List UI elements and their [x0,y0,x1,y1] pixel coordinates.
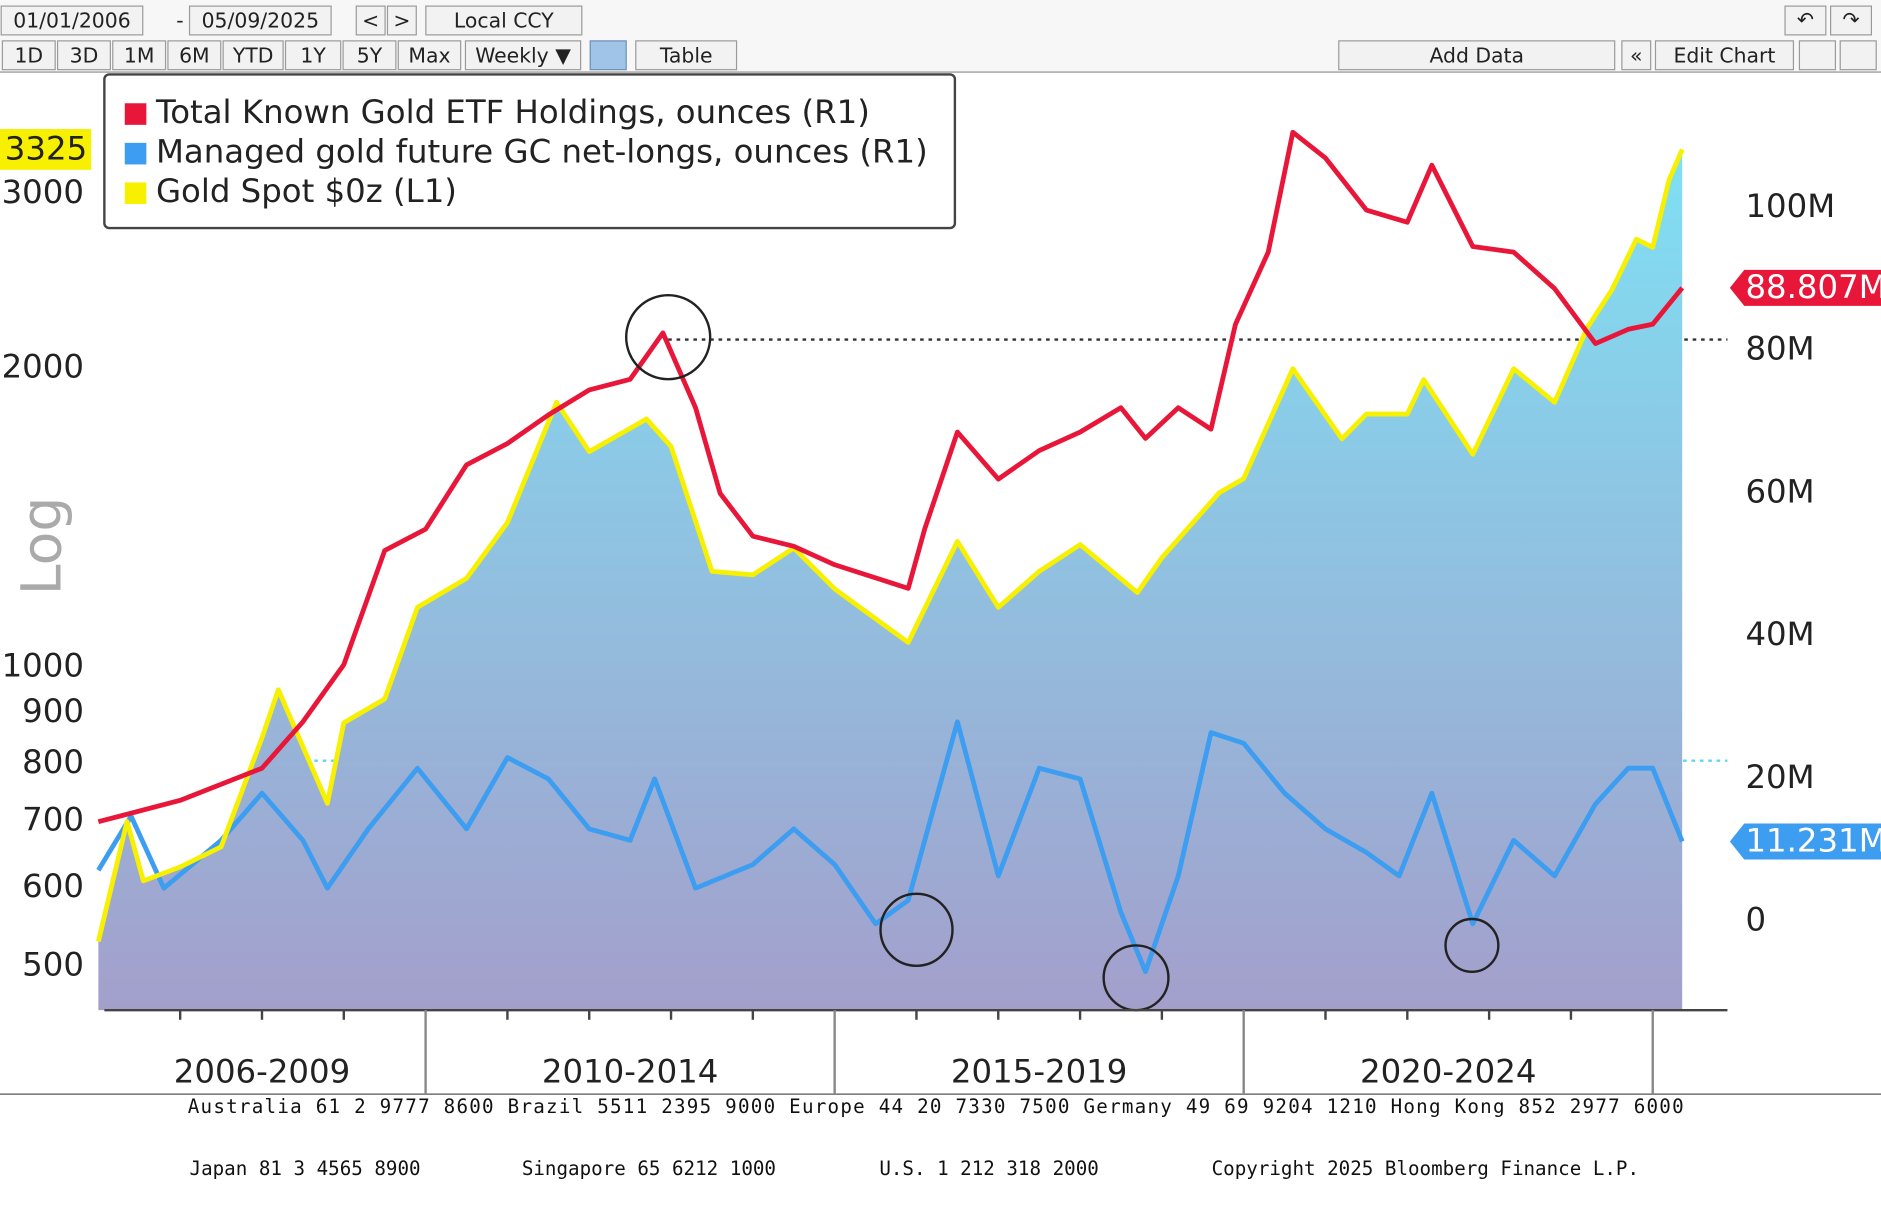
collapse-button-label: « [1630,43,1642,67]
footer-line: Australia 61 2 9777 8600 Brazil 5511 239… [188,1095,1684,1118]
x-period-label: 2015-2019 [951,1053,1127,1091]
y-tick-label: 2000 [2,348,84,386]
y-tick-label: 1000 [2,647,84,685]
y2-tick-label: 20M [1745,758,1814,796]
y-tick-label: 700 [22,801,84,839]
y2-tick-label: 60M [1745,472,1814,510]
currency-dropdown-label: Local CCY [454,9,554,33]
period-button-label: 6M [179,43,210,67]
legend-label: Managed gold future GC net-longs, ounces… [156,133,928,171]
series-line [96,719,1685,975]
period-button-label: YTD [232,43,274,67]
undo-icon: ↶ [1797,7,1814,31]
frequency-dropdown-label: Weekly ▼ [475,43,571,67]
edit-chart-button-label: Edit Chart [1673,43,1775,67]
next-button-label: > [393,9,410,33]
x-period-label: 2010-2014 [542,1053,718,1091]
plot [96,129,1685,1011]
last-value-label: 3325 [5,130,87,168]
start-date-field[interactable] [0,5,144,36]
prev-button[interactable] [355,5,386,36]
y2-tick-label: 40M [1745,615,1814,653]
area-fill [98,149,1683,1011]
annotation-circle [625,293,712,381]
currency-dropdown[interactable] [425,5,583,36]
y2-tick-label: 100M [1745,187,1835,225]
legend [103,73,957,230]
date-separator: - [176,9,183,33]
options-button[interactable] [1839,40,1877,71]
legend-label: Total Known Gold ETF Holdings, ounces (R… [155,93,870,131]
last-value-label: 88.807M [1745,268,1881,306]
redo-icon: ↷ [1842,7,1859,31]
last-value-tag [1729,269,1881,306]
add-data-field[interactable] [1338,40,1616,71]
period-button-label: Max [408,43,450,67]
footer-item: U.S. 1 212 318 2000 [879,1157,1099,1180]
period-button-label: 1Y [300,43,326,67]
period-button-label: 3D [70,43,99,67]
footer-item: Singapore 65 6212 1000 [522,1157,776,1180]
undo-button[interactable] [1784,5,1827,36]
y-axis-label: Log [11,497,75,596]
collapse-button[interactable] [1621,40,1652,71]
footer-item: Copyright 2025 Bloomberg Finance L.P. [1212,1157,1639,1180]
period-button[interactable] [222,40,284,71]
legend-swatch [124,142,147,165]
period-button[interactable] [397,40,462,71]
edit-chart-button[interactable] [1654,40,1795,71]
prev-button-label: < [362,9,379,33]
frequency-dropdown[interactable] [464,40,582,71]
table-button[interactable] [635,40,738,71]
x-period-label: 2006-2009 [174,1053,350,1091]
period-button[interactable] [1,40,56,71]
last-value-tag [1729,823,1881,860]
legend-swatch [124,182,147,205]
x-period-label: 2020-2024 [1360,1053,1536,1091]
legend-entries: Total Known Gold ETF Holdings, ounces (R… [124,93,928,210]
period-button-label: 5Y [357,43,383,67]
period-button[interactable] [112,40,167,71]
next-button[interactable] [386,5,417,36]
y-tick-label: 900 [22,692,84,730]
y-tick-label: 500 [22,946,84,984]
y-tick-label: 800 [22,743,84,781]
add-data-field-label: Add Data [1429,43,1524,67]
series-line [97,129,1685,825]
y2-tick-label: 80M [1745,330,1814,368]
last-value-tag [0,129,92,170]
period-button[interactable] [56,40,111,71]
footer-item: Japan 81 3 4565 8900 [190,1157,421,1180]
annotation-circle [879,892,954,967]
settings-button[interactable] [1798,40,1837,71]
end-date-field-label: 05/09/2025 [202,9,319,33]
annotations [625,293,1500,1012]
legend-label: Gold Spot $0z (L1) [156,172,457,210]
period-button[interactable] [342,40,397,71]
last-value-label: 11.231M [1745,822,1881,860]
period-button-label: 1M [124,43,155,67]
end-date-field[interactable] [188,5,332,36]
redo-button[interactable] [1830,5,1873,36]
annotation-circle [1444,917,1500,973]
period-button[interactable] [167,40,222,71]
start-date-field-label: 01/01/2006 [13,9,130,33]
period-button[interactable] [284,40,342,71]
legend-swatch [124,103,147,125]
series-line [96,148,1685,943]
y-tick-label: 3000 [2,173,84,211]
y2-tick-label: 0 [1745,901,1766,939]
chart-type-button[interactable] [589,40,627,71]
period-button-label: 1D [14,43,43,67]
table-button-label: Table [659,43,713,67]
y-tick-label: 600 [22,867,84,905]
